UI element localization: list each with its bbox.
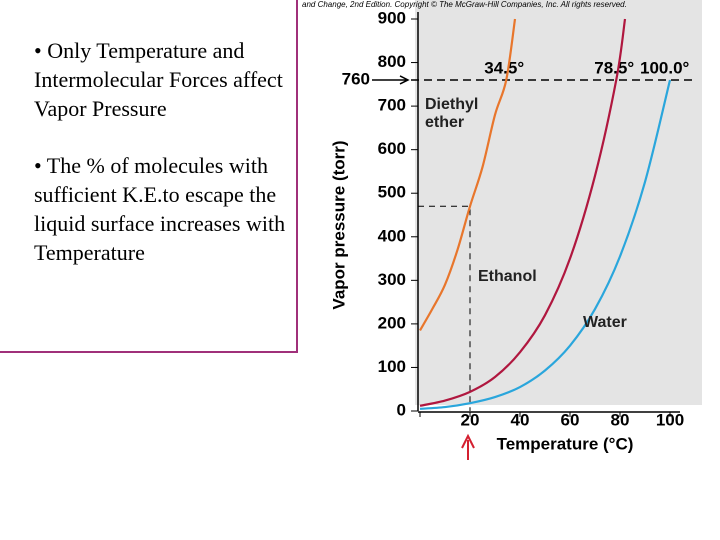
y-axis-title: Vapor pressure (torr) xyxy=(329,140,348,309)
series-label: Ethanol xyxy=(478,268,537,285)
series-label: Diethyl ether xyxy=(425,96,479,131)
y-tick-label: 0 xyxy=(397,400,406,419)
y-tick-label: 600 xyxy=(378,139,406,158)
credit: and Change, 2nd Edition. Copyright © The… xyxy=(302,0,627,9)
arrow xyxy=(372,75,410,85)
y-tick-label: 200 xyxy=(378,313,406,332)
annotation: 34.5° xyxy=(484,58,524,77)
bullet: • The % of molecules with sufficient K.E… xyxy=(34,153,286,265)
text-box: • Only Temperature and Intermolecular Fo… xyxy=(0,0,298,353)
y-tick-label: 500 xyxy=(378,183,406,202)
annotation: 78.5° xyxy=(594,58,634,77)
x-tick-label: 80 xyxy=(611,410,630,429)
x-tick-label: 40 xyxy=(511,410,530,429)
series-line xyxy=(419,18,627,407)
reference-label: 760 xyxy=(342,69,370,88)
x-axis-title: Temperature (°C) xyxy=(497,434,634,453)
series-label: Water xyxy=(583,314,627,331)
bullet: • Only Temperature and Intermolecular Fo… xyxy=(34,38,283,121)
arrow xyxy=(461,433,475,460)
y-tick-label: 700 xyxy=(378,96,406,115)
series-line xyxy=(419,79,672,410)
x-tick-label: 100 xyxy=(656,410,684,429)
y-tick-label: 300 xyxy=(378,270,406,289)
x-tick-label: 60 xyxy=(561,410,580,429)
guide-line xyxy=(418,205,471,411)
plot-background xyxy=(415,0,702,405)
series-line xyxy=(419,18,517,331)
y-tick-label: 400 xyxy=(378,226,406,245)
y-tick-label: 100 xyxy=(378,357,406,376)
x-tick-label: 20 xyxy=(461,410,480,429)
y-tick-label: 900 xyxy=(378,8,406,27)
annotation: 100.0° xyxy=(640,58,690,77)
y-tick-label: 800 xyxy=(378,52,406,71)
